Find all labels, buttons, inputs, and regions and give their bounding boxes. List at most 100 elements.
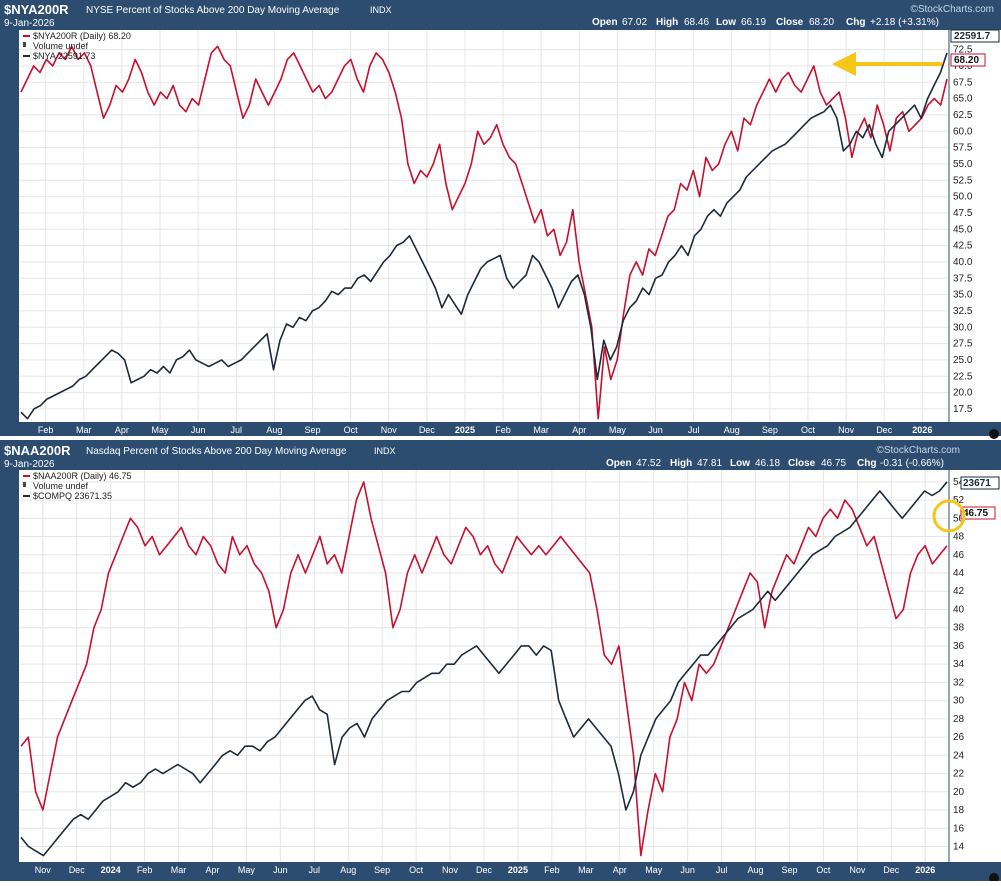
series-lines — [20, 45, 948, 420]
ohlc-readout: Open 47.52 High 47.81 Low 46.18 Close 46… — [606, 458, 944, 469]
x-tick-label: May — [645, 865, 663, 875]
index-tag: INDX — [374, 446, 396, 456]
y-tick-label: 24 — [953, 750, 965, 761]
x-tick-label: Apr — [115, 425, 129, 435]
annotation-circle — [932, 499, 966, 533]
y-tick-label: 52 — [953, 495, 965, 506]
x-tick-label: 2026 — [912, 425, 932, 435]
x-tick-label: Nov — [849, 865, 866, 875]
x-tick-label: Nov — [381, 425, 398, 435]
panel-description: NYSE Percent of Stocks Above 200 Day Mov… — [86, 5, 340, 16]
last-value-badges: 22591.7 68.20 — [950, 29, 1000, 67]
legend-entry-3: $COMPQ 23671.35 — [33, 491, 112, 501]
high-label: High — [670, 458, 692, 469]
y-tick-label: 35.0 — [953, 290, 973, 301]
close-value: 46.75 — [821, 458, 846, 469]
x-tick-label: Nov — [35, 865, 52, 875]
watermark: ©StockCharts.com — [876, 445, 960, 456]
x-tick-label: Feb — [495, 425, 511, 435]
legend-entry-2: Volume undef — [33, 481, 89, 491]
y-tick-label: 45.0 — [953, 224, 973, 235]
x-tick-label: Aug — [748, 865, 764, 875]
y-tick-label: 50.0 — [953, 192, 973, 203]
y-tick-label: 22 — [953, 769, 965, 780]
x-tick-label: Feb — [137, 865, 153, 875]
high-value: 68.46 — [684, 17, 709, 28]
panel-nya200r: $NYA200R NYSE Percent of Stocks Above 20… — [0, 0, 1001, 436]
x-tick-label: May — [609, 425, 627, 435]
panel-resize-handle[interactable] — [989, 429, 999, 439]
y-tick-label: 60.0 — [953, 126, 973, 137]
x-tick-label: Sep — [762, 425, 778, 435]
y-tick-label: 20.0 — [953, 388, 973, 399]
open-label: Open — [606, 458, 632, 469]
y-tick-label: 36 — [953, 641, 965, 652]
y-tick-label: 46 — [953, 550, 965, 561]
x-tick-label: Jun — [648, 425, 663, 435]
y-tick-label: 55.0 — [953, 159, 973, 170]
chg-label: Chg — [857, 458, 876, 469]
close-value: 68.20 — [809, 17, 834, 28]
x-tick-label: Jul — [716, 865, 728, 875]
y-tick-label: 40 — [953, 604, 965, 615]
legend: $NAA200R (Daily) 46.75 Volume undef $COM… — [23, 471, 132, 501]
x-tick-label: Dec — [883, 865, 900, 875]
series-line-breadth — [20, 45, 948, 420]
x-tick-label: 2026 — [915, 865, 935, 875]
x-tick-label: Jun — [680, 865, 695, 875]
chg-value: +2.18 (+3.31%) — [870, 17, 939, 28]
y-tick-label: 20 — [953, 787, 965, 798]
close-label: Close — [788, 458, 816, 469]
last-value-badges: 23671 46.75 — [960, 476, 1000, 520]
y-tick-label: 42 — [953, 586, 965, 597]
y-tick-label: 28 — [953, 714, 965, 725]
y-tick-label: 57.5 — [953, 143, 973, 154]
panel-symbol: $NAA200R — [4, 443, 71, 458]
chg-value: -0.31 (-0.66%) — [880, 458, 944, 469]
panel-symbol: $NYA200R — [4, 2, 69, 17]
y-tick-label: 22.5 — [953, 371, 973, 382]
y-tick-label: 26 — [953, 732, 965, 743]
x-tick-label: Jul — [309, 865, 321, 875]
x-tick-label: Nov — [838, 425, 855, 435]
y-tick-label: 32 — [953, 677, 965, 688]
low-label: Low — [730, 458, 750, 469]
chg-label: Chg — [846, 17, 865, 28]
x-tick-label: Mar — [171, 865, 187, 875]
panel-date: 9-Jan-2026 — [4, 18, 55, 29]
low-label: Low — [716, 17, 736, 28]
badge-primary-bg — [950, 53, 986, 67]
y-tick-label: 52.5 — [953, 175, 973, 186]
open-label: Open — [592, 17, 618, 28]
close-label: Close — [776, 17, 804, 28]
x-tick-label: Oct — [344, 425, 359, 435]
plot-area-bg — [19, 30, 949, 422]
legend: $NYA200R (Daily) 68.20 Volume undef $NYA… — [23, 31, 131, 61]
badge-secondary-bg — [960, 476, 1000, 490]
y-tick-label: 50 — [953, 513, 965, 524]
y-tick-label: 42.5 — [953, 241, 973, 252]
x-tick-label: Sep — [304, 425, 320, 435]
legend-entry-3: $NYA 22591.73 — [33, 51, 95, 61]
low-value: 66.19 — [741, 17, 766, 28]
y-axis-ticks: 14 16 18 20 22 24 26 28 30 32 34 36 38 40 42 44 46 48 50 52… — [953, 477, 965, 853]
x-tick-label: Sep — [781, 865, 797, 875]
badge-primary: 46.75 — [963, 508, 988, 519]
high-label: High — [656, 17, 678, 28]
x-tick-label: Jul — [230, 425, 242, 435]
x-tick-label: Mar — [533, 425, 549, 435]
legend-entry-1: $NYA200R (Daily) 68.20 — [33, 31, 131, 41]
y-tick-label: 67.5 — [953, 77, 973, 88]
badge-secondary: 23671 — [963, 478, 991, 489]
grid — [19, 30, 949, 422]
badge-secondary: 22591.7 — [954, 31, 991, 42]
x-tick-label: Dec — [876, 425, 893, 435]
x-tick-label: May — [238, 865, 256, 875]
badge-secondary-bg — [950, 29, 1000, 43]
y-axis-ticks: 17.5 20.0 22.5 25.0 27.5 30.0 32.5 35.0 37.5 40.0… — [953, 45, 973, 415]
series-line-index — [20, 481, 948, 857]
x-tick-label: Dec — [476, 865, 493, 875]
x-tick-label: Jul — [688, 425, 700, 435]
watermark: ©StockCharts.com — [910, 4, 994, 15]
